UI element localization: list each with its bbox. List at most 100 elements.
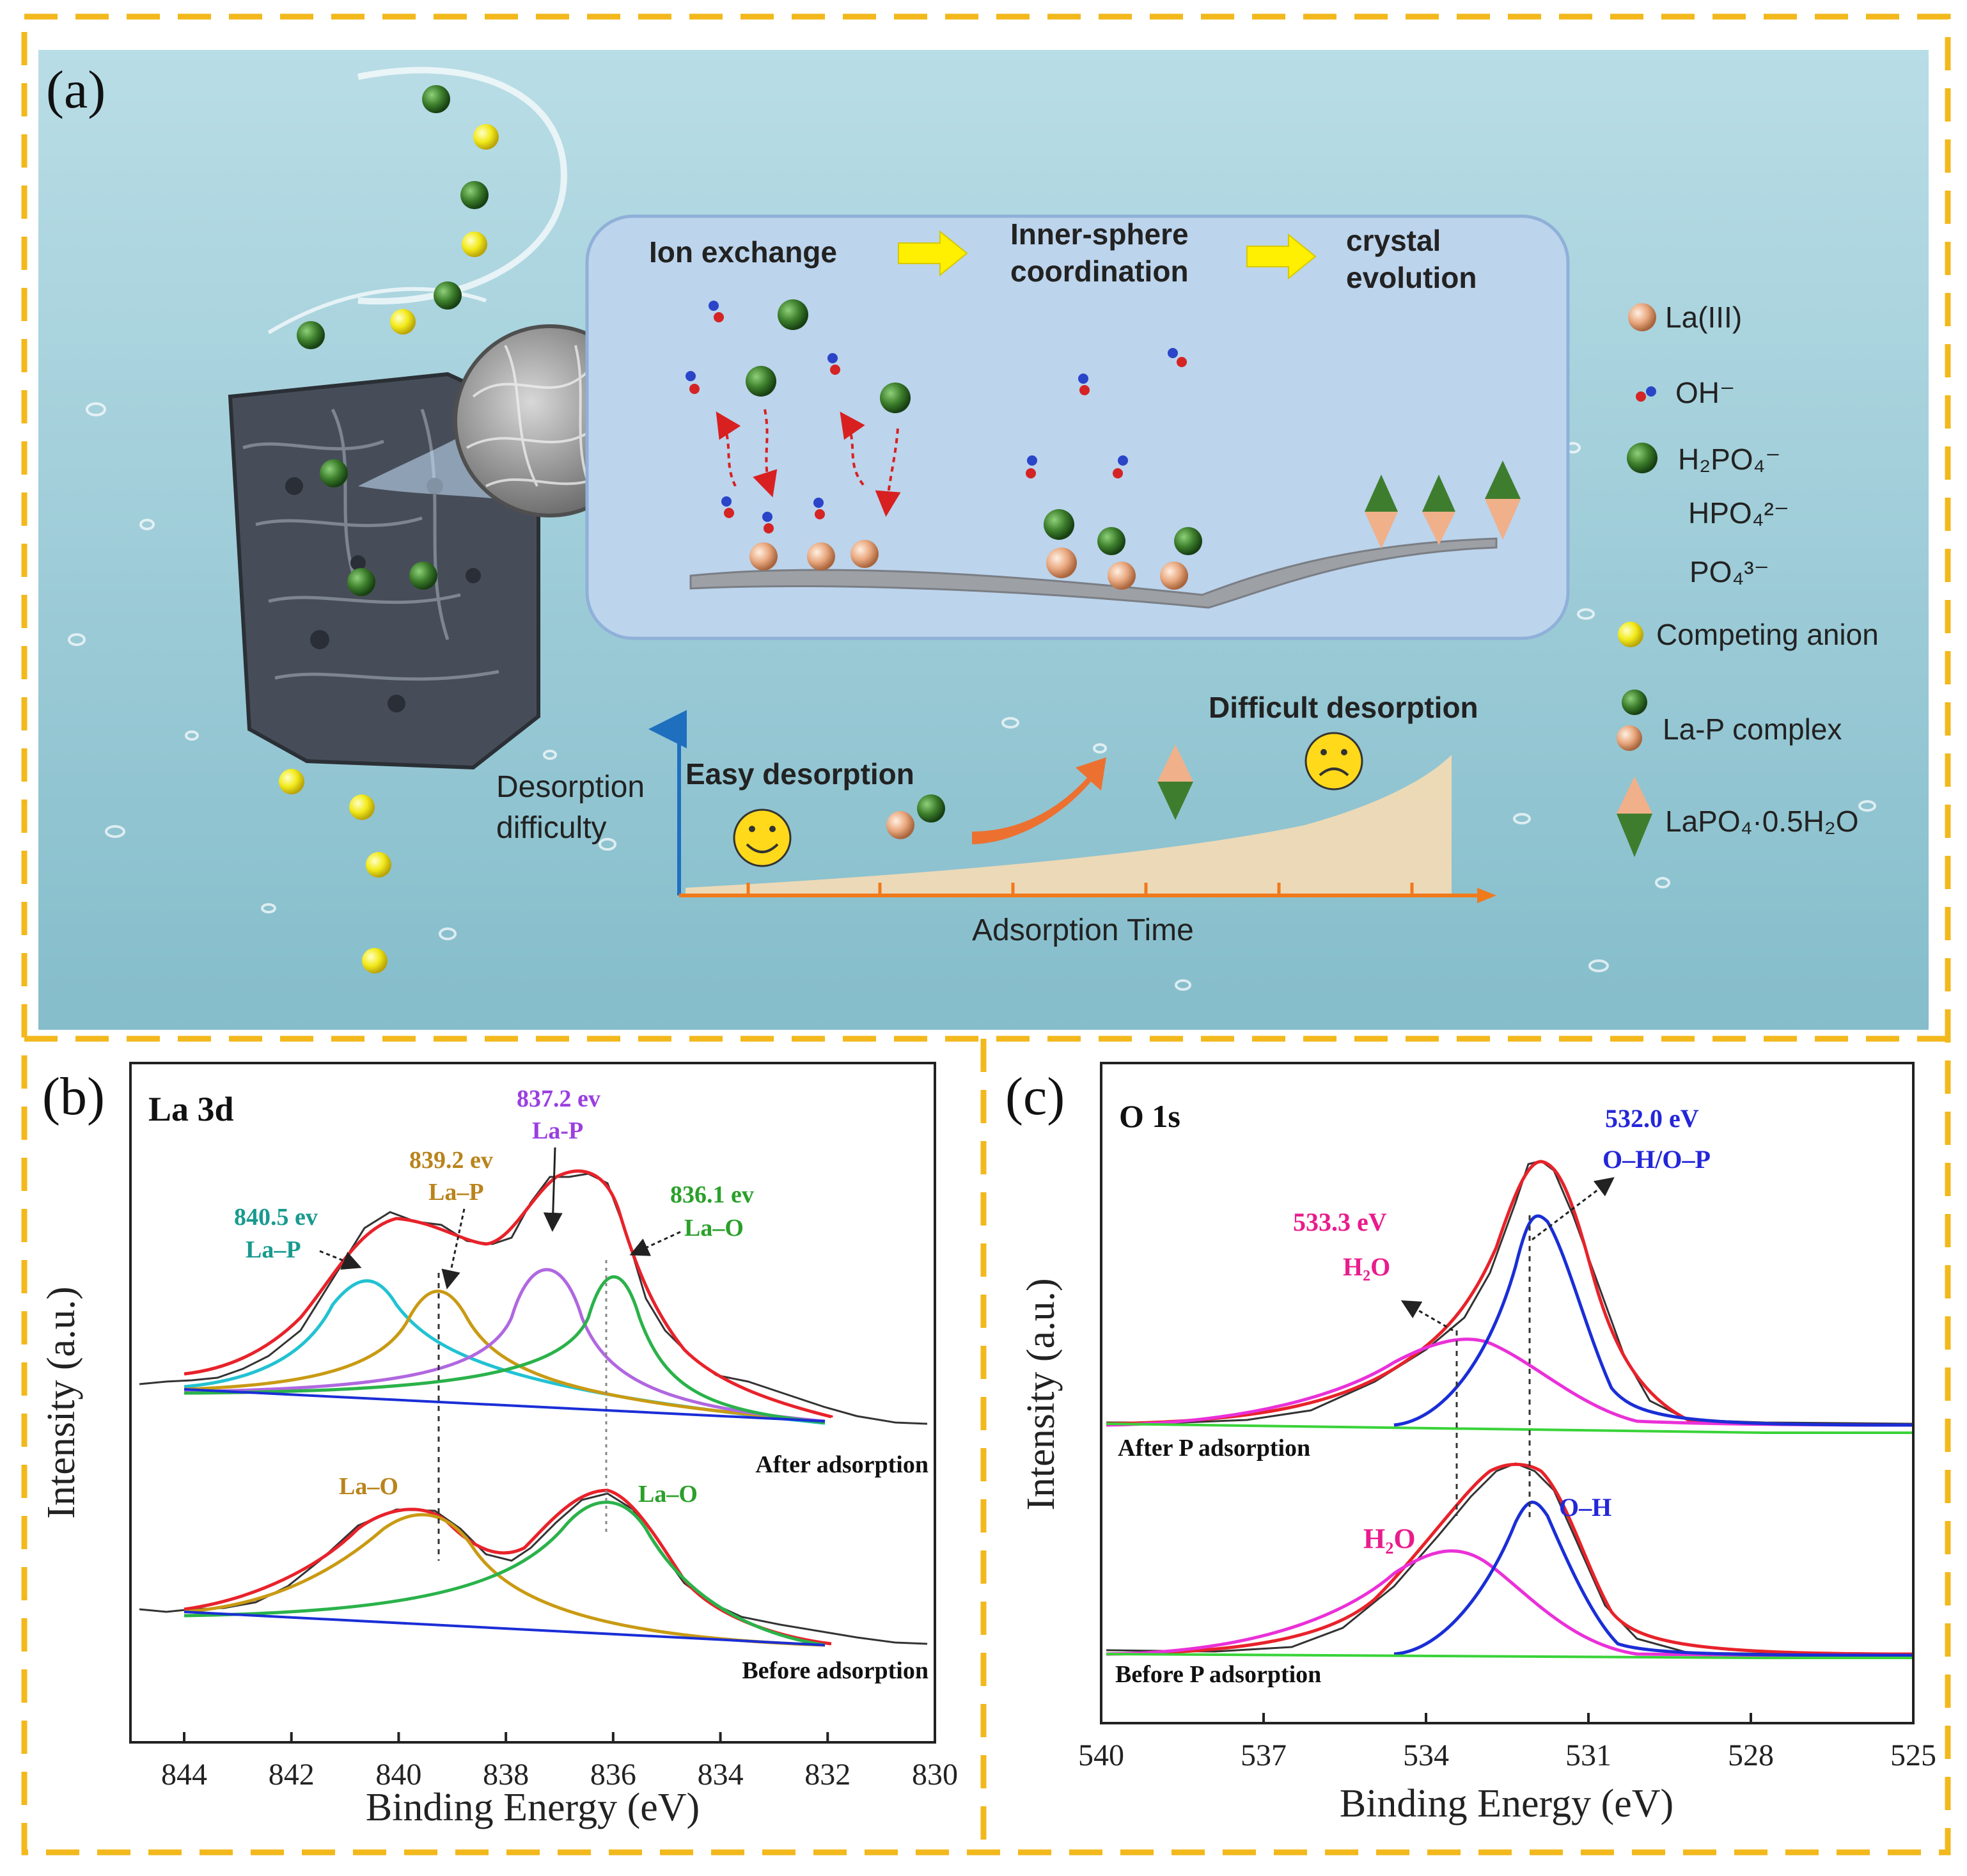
panel-b-x-tick-label: 838 [483,1758,529,1792]
annot-before-oh: O–H [1559,1493,1611,1522]
outer-frame [21,13,1951,1856]
panel-c-curves [1106,1160,1913,1659]
annot-before-right: La–O [638,1481,698,1508]
legend-label-oh: OH⁻ [1675,376,1735,409]
panel-c-ylabel: Intensity (a.u.) [1019,1278,1063,1510]
phosphate-sphere-icon [434,281,462,310]
before-peak-la-o-left [184,1513,826,1647]
annot-533-3-arrow [1400,1300,1454,1332]
competing-anion-icon [473,124,499,150]
panel-b-before-label: Before adsorption [742,1657,929,1684]
phosphate-sphere-icon [1627,443,1657,473]
legend-label-lapo4: LaPO₄·0.5H₂O [1665,805,1859,838]
annot-532-0-arrow [1532,1177,1615,1241]
peak-836-1 [184,1275,826,1424]
competing-anion-icon [366,852,391,878]
panel-b: (b) La 3d 840.5 ev La–P 839.2 ev La–P [40,1062,958,1829]
la-p-complex-icon [1097,527,1136,590]
annot-837-2-value: 837.2 ev [517,1085,600,1112]
trend-arrow-icon [972,757,1106,844]
legend-label-competing: Competing anion [1656,618,1879,651]
la-sphere-icon [1628,303,1656,331]
peak-840-5 [184,1279,826,1425]
step-arrow-icon [898,230,968,277]
difficult-desorption-label: Difficult desorption [1209,691,1478,724]
panel-frames [21,13,1951,1856]
annot-before-h2o: H₂O [1363,1523,1416,1554]
happy-face-icon [733,808,792,867]
desorption-difficulty-chart: Desorption difficulty Adsorption Time Ea… [496,691,1496,947]
panel-c-after-label: After P adsorption [1118,1435,1310,1462]
before-peak-la-o-right [184,1501,826,1647]
annot-836-1-species: La–O [684,1215,744,1241]
mechanism-process-box: Ion exchange Inner-sphere coordination c… [585,214,1570,640]
lapo4-crystal-icon [1617,776,1652,857]
step-crystal-line1: crystal [1346,224,1441,257]
peak-839-2 [184,1289,826,1423]
panel-b-x-tick-label: 842 [269,1758,315,1792]
panel-b-letter: (b) [42,1067,105,1126]
legend-label-hpo4: HPO₄²⁻ [1688,496,1789,530]
step-ion-exchange: Ion exchange [649,235,837,269]
sad-face-icon [1305,732,1363,791]
legend-label-la: La(III) [1665,301,1742,334]
oh-ion-icon [762,512,774,533]
panel-b-x-tick-label: 844 [161,1758,207,1792]
phosphate-sphere-icon [297,321,325,349]
panel-c-x-tick-label: 534 [1403,1738,1449,1772]
annot-837-2-arrow [543,1147,563,1232]
panel-b-x-tick-label: 832 [804,1758,850,1792]
la-p-complex-icon [1044,509,1077,578]
oh-ion-group [686,301,1187,533]
oh-ion-icon [1636,386,1656,402]
adsorbent-surface-sheet [689,537,1498,609]
panel-b-after-label: After adsorption [755,1451,929,1478]
panel-b-x-tick-label: 834 [698,1758,744,1792]
competing-anion-icon [349,794,375,820]
phosphate-sphere-icon [746,366,776,397]
step-arrow-icon [1246,233,1317,280]
panel-b-x-tick-label: 830 [912,1758,958,1792]
phosphate-sphere-icon [320,459,348,487]
oh-ion-icon [721,496,734,518]
oh-ion-icon [1168,348,1187,367]
annot-839-2-value: 839.2 ev [409,1147,493,1174]
competing-anion-icon [279,769,304,794]
panel-c-letter: (c) [1005,1067,1065,1126]
annot-533-3-species: H₂O [1343,1252,1390,1281]
after-p-peak-oh-op [1393,1214,1913,1427]
la-p-complex-icon [886,794,945,839]
panel-b-xlabel: Binding Energy (eV) [366,1786,700,1829]
panel-b-curves [139,1169,928,1647]
competing-anion-icon [462,232,487,257]
after-p-baseline [1106,1423,1912,1434]
panel-b-x-tick-label: 836 [590,1758,636,1792]
annot-837-2-species: La-P [532,1117,583,1144]
desorption-x-arrowhead [1477,888,1496,903]
desorption-area [686,755,1452,894]
la-sphere-icon [807,542,835,571]
step-inner-sphere-line1: Inner-sphere [1010,217,1189,251]
panel-c-before-label: Before P adsorption [1115,1661,1321,1688]
before-baseline [184,1611,826,1646]
step-inner-sphere-line2: coordination [1010,255,1189,288]
phosphate-sphere-icon [880,382,911,413]
oh-ion-icon [827,353,840,375]
oh-ion-icon [1113,455,1128,478]
panel-b-ylabel: Intensity (a.u.) [40,1286,83,1518]
lapo4-crystal-icon [1157,745,1193,820]
peak-837-2 [184,1268,826,1423]
lapo4-crystal-icon [1365,475,1398,549]
annot-840-5-value: 840.5 ev [234,1204,318,1231]
step-crystal-line2: evolution [1346,261,1477,294]
annot-before-left: La–O [339,1473,398,1500]
panel-c-x-tick-label: 537 [1241,1738,1287,1772]
panel-c-xlabel: Binding Energy (eV) [1340,1782,1673,1825]
lapo4-crystal-icon [1485,461,1521,540]
after-baseline [184,1388,826,1423]
annot-532-0-value: 532.0 eV [1605,1104,1699,1133]
competing-anion-icon [1618,622,1643,647]
annot-532-0-species: O–H/O–P [1603,1145,1711,1174]
legend: La(III) OH⁻ H₂PO₄⁻ HPO₄²⁻ PO₄³⁻ Competin… [1617,301,1879,857]
